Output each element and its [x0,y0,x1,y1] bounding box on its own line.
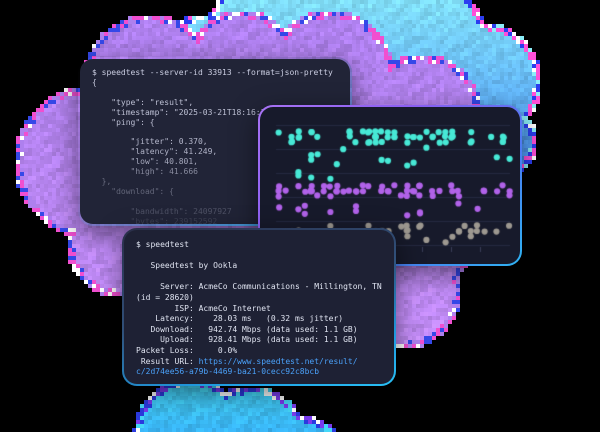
terminal-line: "latency": 41.249, [92,147,218,157]
terminal-speedtest-result: $ speedtest Speedtest by Ookla Server: A… [124,230,394,388]
terminal-line: Latency: 28.03 ms (0.32 ms jitter) [136,314,382,325]
terminal-line: Download: 942.74 Mbps (data used: 1.1 GB… [136,325,382,336]
terminal-line: "download": { [92,186,174,196]
terminal-line: Upload: 928.41 Mbps (data used: 1.1 GB) [136,335,382,346]
result-url-link[interactable]: c/2d74ee56-a79b-4469-ba21-0cecc92c8bcb [136,367,320,377]
terminal-line: Packet Loss: 0.0% [136,346,382,357]
terminal-line: "type": "result", [92,97,194,107]
terminal-line: "high": 41.666 [92,167,198,177]
terminal-text: (id = 28620) [136,292,194,302]
terminal-line: "jitter": 0.370, [92,137,208,147]
terminal-line [92,88,338,98]
terminal-window-speedtest-result: $ speedtest Speedtest by Ookla Server: A… [122,228,396,386]
terminal-line: "bandwidth": 24097927 [92,206,232,216]
terminal-text: Result URL: [136,356,199,366]
terminal-line: "low": 40.801, [92,157,198,167]
terminal-line: }, [92,176,112,186]
terminal-line: $ speedtest --server-id 33913 --format=j… [92,68,333,77]
terminal-line: "ping": { [92,117,155,127]
terminal-line: "bytes": 239152592 [92,216,218,226]
terminal-text: ISP: AcmeCo Internet [136,303,271,313]
terminal-text: Latency: 28.03 ms (0.32 ms jitter) [136,314,344,324]
terminal-line: (id = 28620) [136,293,382,304]
terminal-line: "timestamp": "2025-03-21T18:16:36Z", [92,107,285,117]
result-url-link[interactable]: https://www.speedtest.net/result/ [198,356,358,366]
terminal-line: Result URL: https://www.speedtest.net/re… [136,357,382,368]
terminal-line: c/2d74ee56-a79b-4469-ba21-0cecc92c8bcb [136,367,382,378]
terminal-line: Speedtest by Ookla [136,261,382,272]
terminal-text: $ speedtest [136,240,189,249]
terminal-text: Server: AcmeCo Communications - Millingt… [136,282,382,292]
terminal-text: Packet Loss: 0.0% [136,345,238,355]
terminal-text: Speedtest by Ookla [136,261,238,271]
terminal-line: Server: AcmeCo Communications - Millingt… [136,282,382,293]
terminal-line: ISP: AcmeCo Internet [136,304,382,315]
terminal-text: Download: 942.74 Mbps (data used: 1.1 GB… [136,324,358,334]
terminal-text: Upload: 928.41 Mbps (data used: 1.1 GB) [136,335,358,345]
terminal-json-output: $ speedtest --server-id 33913 --format=j… [80,59,350,236]
terminal-line: { [92,77,97,87]
terminal-line [136,272,382,283]
terminal-line [136,251,382,262]
terminal-line: $ speedtest [136,240,382,251]
